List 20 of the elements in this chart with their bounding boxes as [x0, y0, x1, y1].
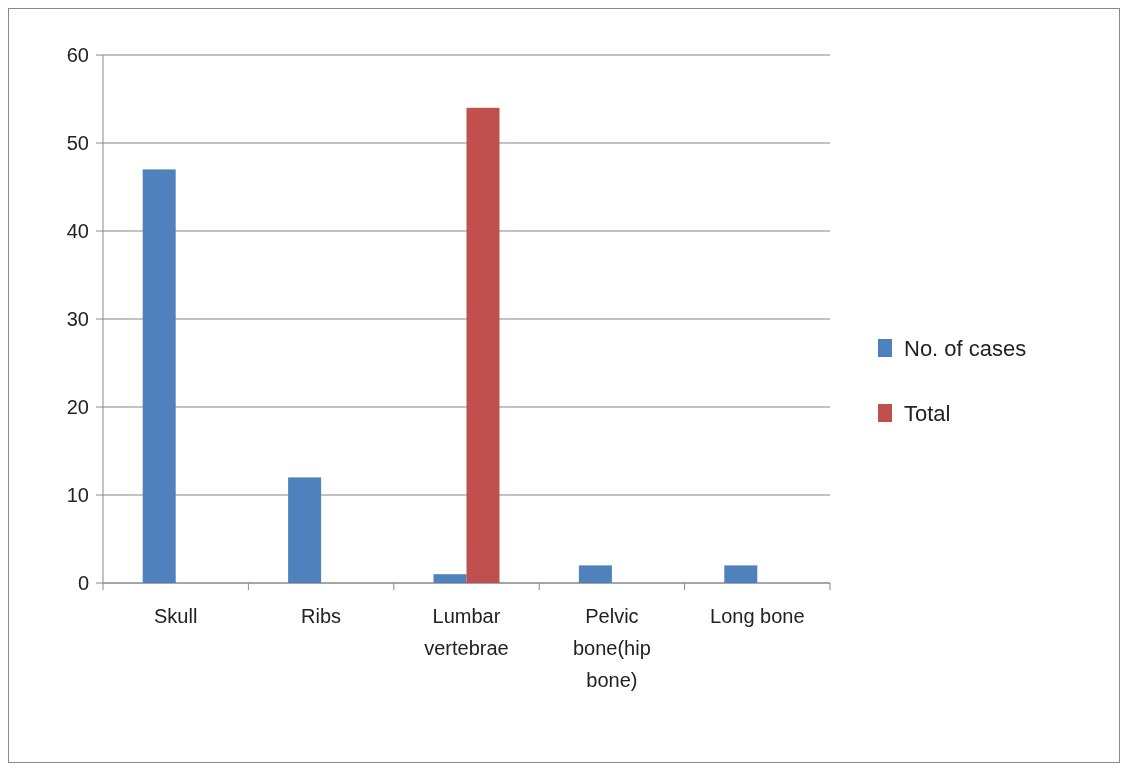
- x-tick-label: Skull: [154, 605, 198, 627]
- y-tick-label: 30: [66, 308, 89, 330]
- x-tick-label: Pelvic bone(hip bone): [572, 605, 651, 691]
- x-tick-label: Ribs: [301, 605, 342, 627]
- x-tick-label: Lumbar vertebrae: [424, 605, 509, 659]
- x-tick-label: Long bone: [710, 605, 805, 627]
- bar: [578, 565, 612, 583]
- y-tick-label: 20: [66, 396, 89, 418]
- y-tick-label: 0: [77, 572, 89, 594]
- legend-label: Total: [904, 400, 951, 426]
- y-tick-label: 60: [66, 44, 89, 66]
- bar: [288, 477, 322, 583]
- bar: [433, 574, 467, 583]
- legend-label: No. of cases: [904, 335, 1027, 361]
- bar: [142, 169, 176, 583]
- bar: [724, 565, 758, 583]
- y-tick-label: 40: [66, 220, 89, 242]
- y-tick-label: 50: [66, 132, 89, 154]
- y-tick-label: 10: [66, 484, 89, 506]
- bar: [466, 107, 500, 583]
